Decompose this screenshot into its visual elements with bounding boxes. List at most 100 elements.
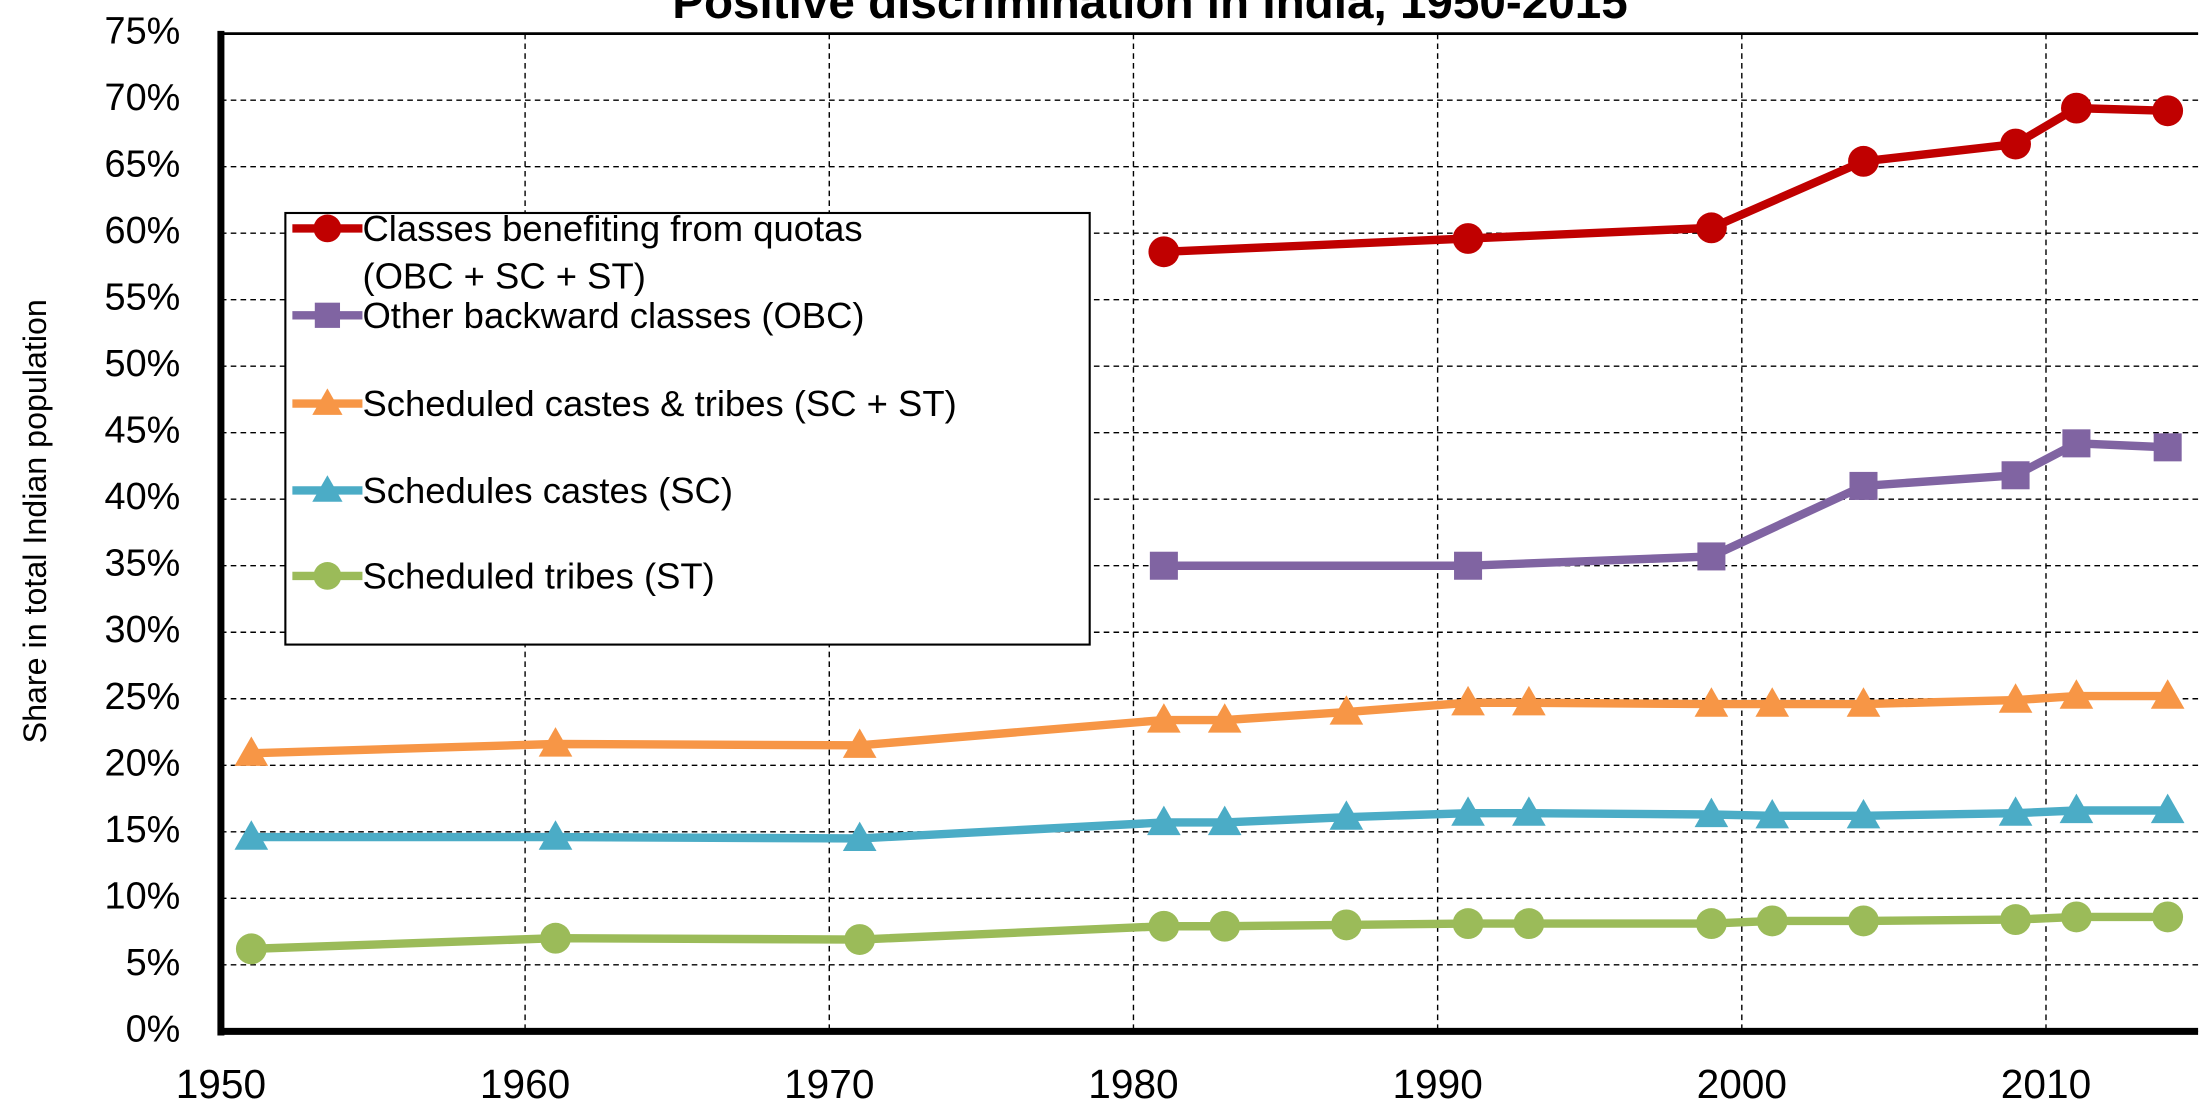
marker: [842, 728, 877, 758]
series: [1148, 92, 2184, 268]
marker: [1848, 905, 1879, 937]
marker: [1998, 796, 2033, 826]
marker: [1454, 551, 1483, 580]
marker: [540, 922, 571, 954]
marker: [844, 924, 876, 955]
marker: [538, 820, 573, 850]
marker: [1694, 797, 1729, 828]
marker: [2062, 429, 2091, 458]
marker: [1147, 805, 1181, 836]
series: [235, 901, 2184, 965]
series-line: [251, 691, 2168, 758]
y-tick-label: 25%: [105, 676, 181, 718]
legend: Classes benefiting from quotas (OBC + SC…: [284, 207, 1091, 646]
y-tick-label: 55%: [105, 277, 181, 319]
marker: [1329, 695, 1364, 725]
y-tick-label: 60%: [105, 210, 181, 252]
marker: [1148, 910, 1180, 942]
marker: [1147, 703, 1181, 733]
marker: [234, 736, 269, 766]
series-line: [251, 806, 2168, 843]
marker: [1512, 685, 1546, 716]
y-axis-label: Share in total Indian population: [17, 299, 53, 743]
series-line: [251, 912, 2168, 954]
marker: [1846, 687, 1881, 717]
x-tick-label: 1990: [1392, 1061, 1482, 1107]
y-tick-label: 70%: [105, 77, 181, 119]
marker: [1452, 223, 1484, 254]
marker: [313, 562, 342, 590]
series: [234, 793, 2185, 852]
y-tick-label: 10%: [105, 875, 181, 917]
marker: [234, 820, 269, 850]
series: [1149, 429, 2182, 580]
marker: [1513, 908, 1545, 939]
marker: [1207, 703, 1242, 733]
chart-title: Positive discrimination in India, 1950-2…: [672, 0, 1627, 29]
marker: [1207, 805, 1242, 836]
marker: [2000, 128, 2031, 160]
legend-entry: Schedules castes (SC): [362, 469, 734, 512]
y-tick-label: 35%: [105, 543, 181, 585]
marker: [2150, 793, 2185, 824]
marker: [1756, 905, 1788, 937]
legend-entry: Scheduled tribes (ST): [362, 554, 715, 597]
marker: [2152, 95, 2184, 127]
legend-label: Schedules castes (SC): [362, 469, 734, 512]
y-tick-label: 45%: [105, 410, 181, 452]
marker: [2059, 679, 2094, 709]
marker: [313, 214, 342, 243]
marker: [1512, 796, 1546, 826]
marker: [1697, 542, 1726, 571]
marker: [1694, 687, 1729, 717]
x-tick-label: 2010: [2001, 1061, 2091, 1107]
marker: [2000, 904, 2031, 935]
marker: [2061, 901, 2092, 933]
marker: [2001, 461, 2030, 490]
y-tick-label: 65%: [105, 144, 181, 186]
y-tick-label: 40%: [105, 476, 181, 518]
marker: [2061, 92, 2092, 124]
marker: [1695, 908, 1727, 939]
y-tick-label: 50%: [105, 343, 181, 385]
marker: [2150, 679, 2185, 709]
x-tick-label: 1950: [176, 1061, 266, 1107]
legend-label: Other backward classes (OBC): [362, 294, 865, 337]
marker: [2153, 433, 2182, 462]
marker: [538, 727, 573, 757]
marker: [1452, 908, 1484, 939]
marker: [1149, 551, 1178, 580]
y-tick-label: 15%: [105, 809, 181, 851]
marker: [1148, 236, 1180, 268]
legend-box: [284, 211, 1091, 646]
marker: [1451, 796, 1485, 826]
marker: [1755, 687, 1790, 717]
marker: [1329, 800, 1364, 830]
legend-entry: Other backward classes (OBC): [362, 294, 865, 337]
marker: [312, 475, 343, 502]
marker: [1849, 471, 1878, 500]
marker: [1695, 212, 1727, 244]
marker: [1848, 145, 1879, 177]
x-tick-label: 1960: [480, 1061, 570, 1107]
marker: [312, 388, 343, 415]
x-tick-label: 1970: [784, 1061, 874, 1107]
legend-entry: Classes benefiting from quotas (OBC + SC…: [362, 207, 862, 297]
legend-label: Scheduled castes & tribes (SC + ST): [362, 382, 957, 425]
y-tick-label: 75%: [105, 11, 181, 53]
marker: [842, 821, 877, 852]
legend-label: Scheduled tribes (ST): [362, 554, 715, 597]
marker: [1998, 683, 2033, 713]
marker: [235, 933, 267, 965]
x-tick-label: 1980: [1088, 1061, 1178, 1107]
y-tick-label: 0%: [126, 1008, 181, 1050]
marker: [2152, 901, 2184, 933]
marker: [2059, 793, 2094, 824]
legend-entry: Scheduled castes & tribes (SC + ST): [362, 382, 957, 425]
marker: [314, 302, 341, 328]
marker: [1451, 685, 1485, 716]
series: [234, 679, 2185, 766]
marker: [1209, 910, 1241, 942]
